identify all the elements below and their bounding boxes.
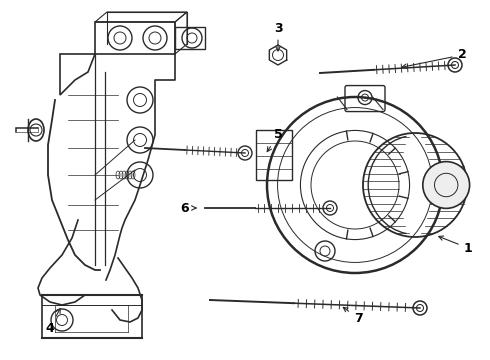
Text: 2: 2 <box>402 49 466 68</box>
Text: 5: 5 <box>267 129 282 152</box>
Text: 6: 6 <box>181 202 196 215</box>
Text: 1: 1 <box>439 236 472 255</box>
Text: 7: 7 <box>343 307 363 324</box>
Text: 4: 4 <box>46 309 60 334</box>
Circle shape <box>423 162 469 208</box>
Text: 3: 3 <box>274 22 282 51</box>
